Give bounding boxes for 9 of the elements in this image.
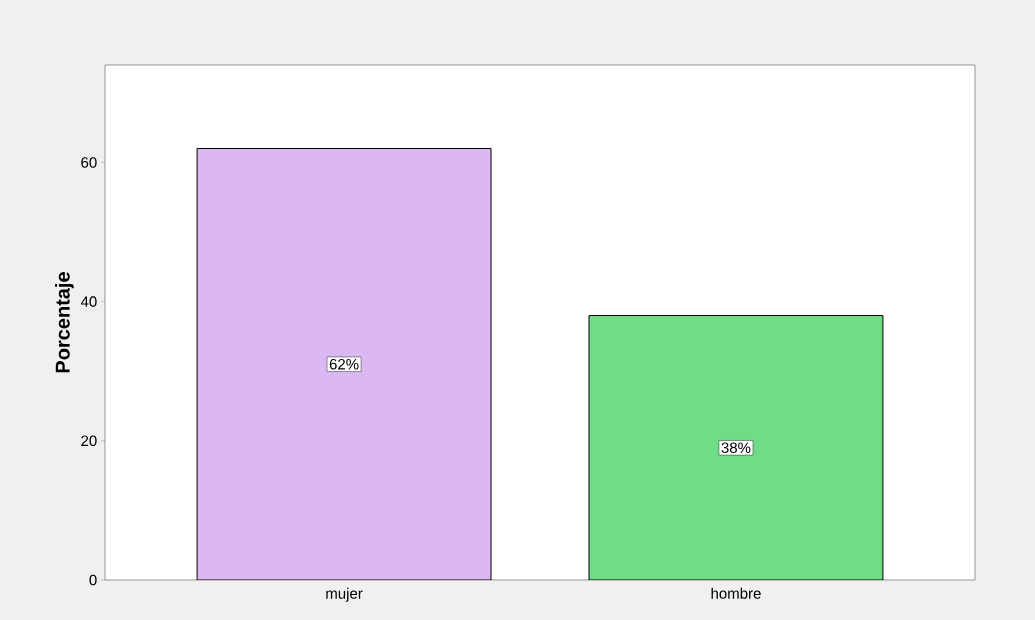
y-axis-title: Porcentaje <box>55 272 74 373</box>
y-tick-label: 40 <box>80 296 97 307</box>
y-tick-label: 20 <box>81 435 97 447</box>
x-tick-label: mujer <box>326 587 363 602</box>
data-label: 38% <box>721 442 751 454</box>
y-tick-label: 60 <box>81 157 97 168</box>
y-tick-label: 0 <box>89 574 97 586</box>
x-tick-label: hombre <box>711 587 761 599</box>
data-label: 62% <box>329 358 359 370</box>
